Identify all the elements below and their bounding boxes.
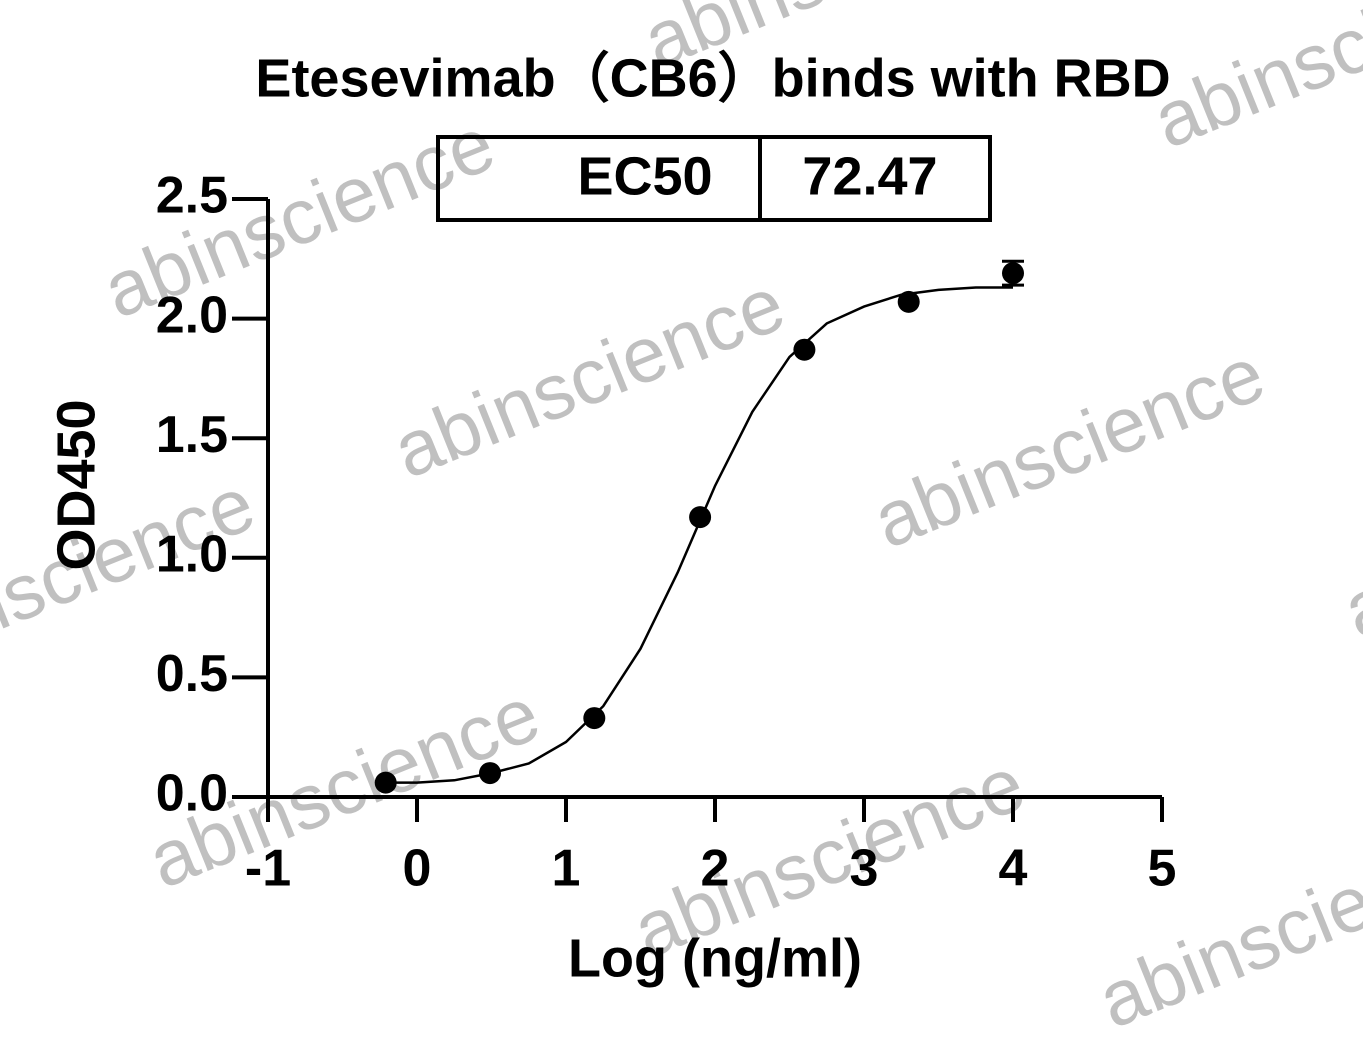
x-tick-label: 1 [552, 840, 581, 898]
data-point [897, 290, 920, 313]
y-tick-label: 0.5 [156, 645, 228, 703]
data-point [689, 506, 712, 529]
watermark: abinscience [861, 329, 1276, 565]
data-point [583, 707, 606, 730]
y-tick-label: 1.0 [156, 526, 228, 584]
y-tick-label: 2.0 [156, 286, 228, 344]
y-tick-label: 2.5 [156, 167, 228, 225]
x-tick-label: 3 [850, 840, 879, 898]
ec50-box [436, 135, 992, 222]
data-point [479, 762, 502, 785]
ec50-label: EC50 [577, 146, 712, 206]
ec50-value: 72.47 [802, 146, 937, 206]
y-axis-label: OD450 [46, 399, 106, 570]
x-tick-label: 0 [403, 840, 432, 898]
x-tick-label: 4 [999, 840, 1028, 898]
watermark: abinscience [1086, 809, 1363, 1042]
x-tick-label: 2 [701, 840, 730, 898]
watermark: abinscience [381, 259, 796, 495]
y-tick-label: 0.0 [156, 765, 228, 823]
x-tick-label: -1 [245, 840, 291, 898]
data-point [1002, 262, 1024, 285]
watermark: abinscience [91, 99, 506, 335]
y-tick-label: 1.5 [156, 406, 228, 464]
x-tick-label: 5 [1148, 840, 1177, 898]
data-point [374, 771, 397, 794]
watermark: abinscience [1141, 0, 1363, 165]
watermark: abinscience [1331, 419, 1363, 655]
chart-title: Etesevimab（CB6）binds with RBD [255, 48, 1170, 108]
x-axis-label: Log (ng/ml) [568, 928, 862, 988]
data-point [793, 338, 816, 361]
